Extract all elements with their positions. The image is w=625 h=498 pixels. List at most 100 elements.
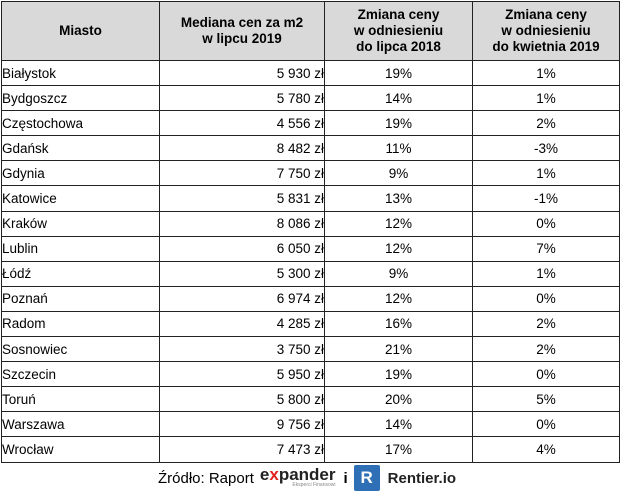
change-yoy-cell: 11% [324,135,473,162]
price-cell: 4 285 zł [159,310,325,338]
conjunction: i [343,469,348,487]
price-cell: 3 750 zł [159,336,325,363]
city-cell: Warszawa [1,411,160,438]
header-row: Miasto Mediana cen za m2 w lipcu 2019 Zmian… [1,1,620,61]
change-quarter-cell: 0% [472,285,620,312]
change-quarter-cell: 0% [472,361,620,388]
table-row: Wrocław 7 473 zł 17% 4% [1,436,620,463]
header-change-yoy-line: do lipca 2018 [356,39,441,54]
change-quarter-cell: -1% [472,185,620,212]
change-quarter-cell: -3% [472,135,620,162]
price-cell: 7 750 zł [159,160,325,187]
expander-logo: expander Eksperci Finansowi [259,465,336,488]
change-quarter-cell: 2% [472,310,620,338]
city-cell: Toruń [1,386,160,413]
city-cell: Szczecin [1,361,160,388]
price-cell: 9 756 zł [159,411,325,438]
price-cell: 5 930 zł [159,59,325,87]
header-city-line: Miasto [59,23,102,38]
price-cell: 5 831 zł [159,185,325,212]
city-cell: Sosnowiec [1,336,160,363]
price-table: Miasto Mediana cen za m2 w lipcu 2019 Zmian… [1,1,620,463]
city-cell: Łódź [1,260,160,287]
city-cell: Gdańsk [1,135,160,162]
change-yoy-cell: 12% [324,235,473,262]
change-quarter-cell: 2% [472,110,620,137]
table-row: Radom 4 285 zł 16% 2% [1,310,620,338]
change-yoy-cell: 21% [324,336,473,363]
change-quarter-cell: 7% [472,235,620,262]
change-yoy-cell: 19% [324,110,473,137]
change-yoy-cell: 12% [324,210,473,237]
table-row: Gdańsk 8 482 zł 11% -3% [1,135,620,162]
city-cell: Białystok [1,59,160,87]
table-row: Gdynia 7 750 zł 9% 1% [1,160,620,187]
expander-logo-rest: pander [278,465,336,484]
city-cell: Wrocław [1,436,160,463]
header-change-quarter-line: w odniesieniu [501,23,591,38]
city-cell: Bydgoszcz [1,85,160,112]
change-yoy-cell: 14% [324,85,473,112]
header-city: Miasto [1,1,160,61]
change-quarter-cell: 0% [472,411,620,438]
table-row: Kraków 8 086 zł 12% 0% [1,210,620,237]
header-change-quarter: Zmiana ceny w odniesieniu do kwietnia 2019 [472,1,620,61]
table-row: Lublin 6 050 zł 12% 7% [1,235,620,262]
header-change-yoy: Zmiana ceny w odniesieniu do lipca 2018 [324,1,473,61]
price-cell: 6 974 zł [159,285,325,312]
expander-logo-prefix: e [259,465,270,484]
change-yoy-cell: 9% [324,160,473,187]
table-row: Łódź 5 300 zł 9% 1% [1,260,620,287]
table-row: Częstochowa 4 556 zł 19% 2% [1,110,620,137]
change-quarter-cell: 1% [472,260,620,287]
source-line: Źródło: Raport expander Eksperci Finanso… [158,463,456,493]
header-change-quarter-line: do kwietnia 2019 [492,39,600,54]
expander-logo-accent: x [269,465,279,484]
city-cell: Poznań [1,285,160,312]
rentier-label: Rentier.io [387,469,457,487]
price-cell: 5 800 zł [159,386,325,413]
price-cell: 5 780 zł [159,85,325,112]
change-quarter-cell: 1% [472,160,620,187]
rentier-logo-icon: R [353,465,380,491]
price-cell: 5 950 zł [159,361,325,388]
table-row: Białystok 5 930 zł 19% 1% [1,59,620,87]
price-cell: 8 482 zł [159,135,325,162]
change-yoy-cell: 17% [324,436,473,463]
table-row: Poznań 6 974 zł 12% 0% [1,285,620,312]
header-median-price-line: Mediana cen za m2 [180,15,304,30]
change-yoy-cell: 12% [324,285,473,312]
city-cell: Katowice [1,185,160,212]
price-cell: 5 300 zł [159,260,325,287]
table-row: Katowice 5 831 zł 13% -1% [1,185,620,212]
header-change-quarter-line: Zmiana ceny [505,7,587,22]
change-quarter-cell: 0% [472,210,620,237]
change-quarter-cell: 2% [472,336,620,363]
change-yoy-cell: 20% [324,386,473,413]
price-cell: 8 086 zł [159,210,325,237]
change-yoy-cell: 13% [324,185,473,212]
header-median-price: Mediana cen za m2 w lipcu 2019 [159,1,325,61]
table-body: Białystok 5 930 zł 19% 1% Bydgoszcz 5 780 zł 1… [1,59,620,463]
header-median-price-line: w lipcu 2019 [202,31,282,46]
expander-tagline: Eksperci Finansowi [292,482,336,488]
change-quarter-cell: 1% [472,85,620,112]
city-cell: Kraków [1,210,160,237]
change-yoy-cell: 14% [324,411,473,438]
city-cell: Radom [1,310,160,338]
change-quarter-cell: 4% [472,436,620,463]
city-cell: Lublin [1,235,160,262]
price-cell: 4 556 zł [159,110,325,137]
city-cell: Częstochowa [1,110,160,137]
header-change-yoy-line: w odniesieniu [353,23,444,38]
header-change-yoy-line: Zmiana ceny [357,7,440,22]
price-cell: 7 473 zł [159,436,325,463]
change-quarter-cell: 5% [472,386,620,413]
change-quarter-cell: 1% [472,59,620,87]
table-row: Bydgoszcz 5 780 zł 14% 1% [1,85,620,112]
table-row: Szczecin 5 950 zł 19% 0% [1,361,620,388]
table-row: Warszawa 9 756 zł 14% 0% [1,411,620,438]
table-row: Sosnowiec 3 750 zł 21% 2% [1,336,620,363]
change-yoy-cell: 16% [324,310,473,338]
